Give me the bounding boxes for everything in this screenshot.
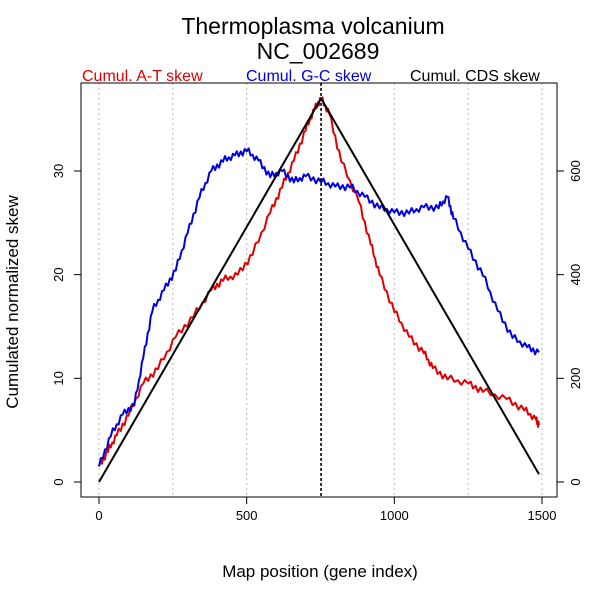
plot-frame — [80, 82, 558, 498]
x-tick-label: 0 — [95, 508, 102, 523]
axes: 0 500 1000 1500 0 10 20 30 0 200 400 600 — [51, 82, 583, 523]
series-layer — [98, 83, 540, 497]
y-right-tick-label: 400 — [568, 264, 583, 286]
series-line-cumul-g-c-skew — [98, 147, 540, 467]
x-axis-label: Map position (gene index) — [222, 562, 418, 581]
x-tick-label: 1500 — [528, 508, 557, 523]
chart-subtitle: NC_002689 — [257, 38, 380, 64]
y-left-tick-label: 30 — [51, 164, 66, 178]
legend-at-skew: Cumul. A-T skew — [82, 68, 203, 85]
y-left-tick-label: 20 — [51, 267, 66, 281]
x-tick-label: 1000 — [380, 508, 409, 523]
y-left-tick-label: 10 — [51, 371, 66, 385]
y-right-tick-label: 600 — [568, 160, 583, 182]
y-right-tick-label: 0 — [568, 478, 583, 485]
legend-gc-skew: Cumul. G-C skew — [246, 68, 372, 85]
chart-title: Thermoplasma volcanium — [181, 13, 444, 39]
legend-cds-skew: Cumul. CDS skew — [410, 68, 540, 85]
y-axis-label: Cumulated normalized skew — [3, 195, 22, 409]
y-left-tick-label: 0 — [51, 478, 66, 485]
y-right-tick-label: 200 — [568, 367, 583, 389]
x-tick-label: 500 — [236, 508, 258, 523]
series-line-cumul-a-t-skew — [98, 96, 540, 467]
